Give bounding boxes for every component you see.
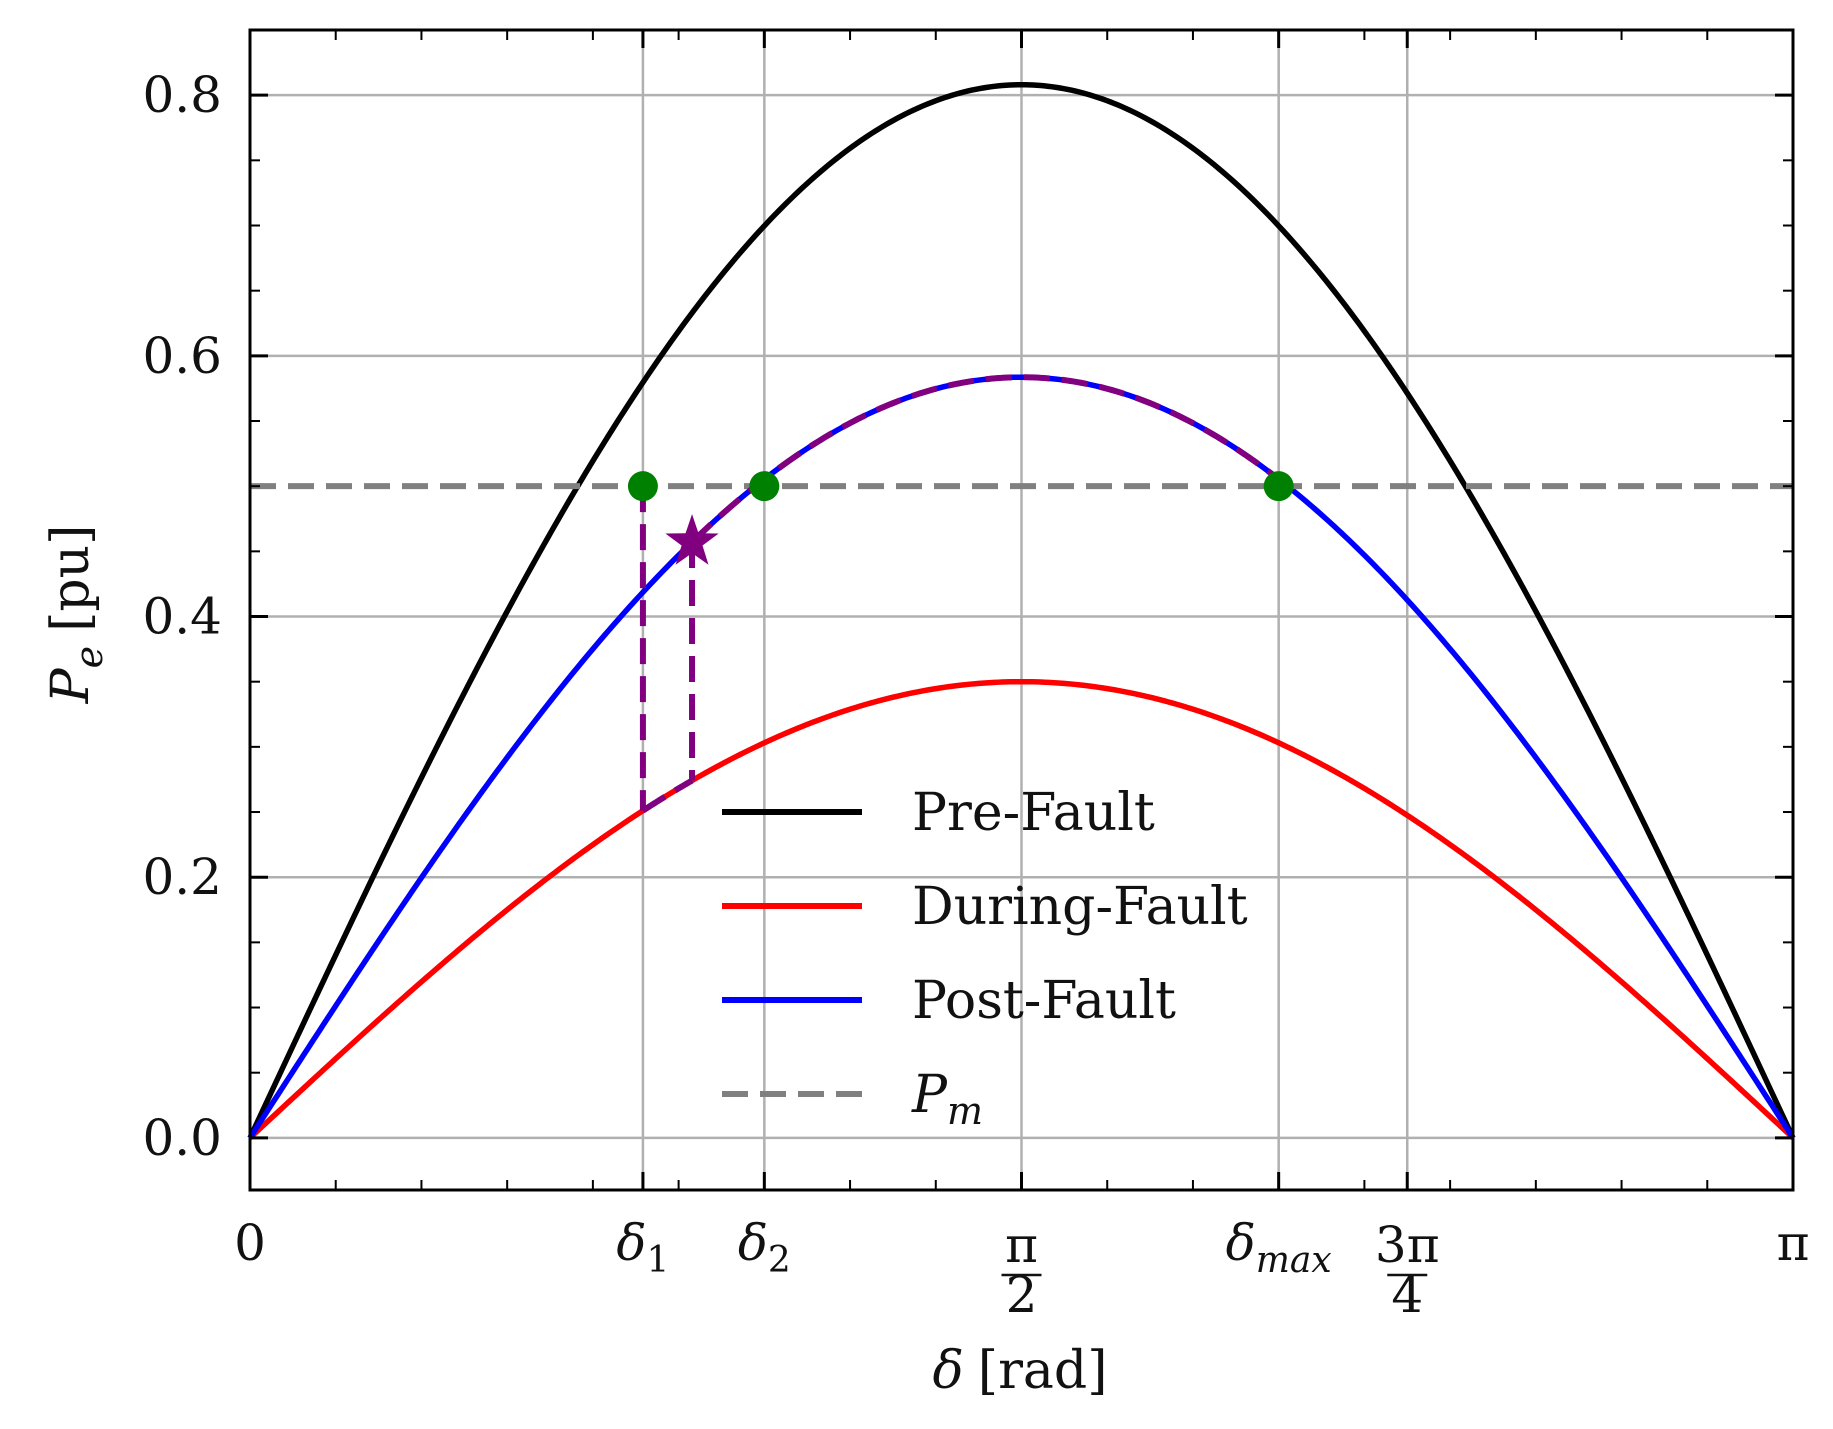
- x-tick-label-6: π: [1777, 1214, 1810, 1272]
- y-tick-label-1: 0.2: [142, 848, 222, 906]
- swing-post-fault-path: [689, 374, 1281, 545]
- x-tick-label-2: δ2: [738, 1214, 791, 1281]
- legend-label-post-fault: Post-Fault: [912, 971, 1176, 1031]
- y-axis-label: Pe [pu]: [41, 525, 111, 705]
- axes-layer: [248, 28, 1795, 1192]
- y-axis-label-unit: [pu]: [41, 525, 101, 632]
- y-tick-label-4: 0.8: [142, 66, 222, 124]
- x-tick-label-symbol: δ: [616, 1214, 646, 1272]
- y-tick-label-0: 0.0: [142, 1109, 222, 1167]
- series-layer: [247, 81, 1796, 1140]
- x-tick-label-fraction-3: π2: [1001, 1216, 1042, 1324]
- series-line-pre-fault: [247, 81, 1796, 1140]
- x-tick-label-symbol: δ: [1226, 1214, 1256, 1272]
- swing-during-fault-path: [641, 777, 694, 814]
- x-tick-label-0: 0: [234, 1214, 266, 1272]
- x-tick-label-denominator: 2: [1006, 1266, 1038, 1324]
- x-tick-label-subscript: max: [1256, 1240, 1332, 1281]
- x-axis-label: δ [rad]: [932, 1341, 1107, 1401]
- legend-label-symbol: P: [911, 1065, 948, 1125]
- x-tick-label-subscript: 1: [647, 1240, 670, 1281]
- marker-layer: [627, 471, 1294, 565]
- y-tick-label-3: 0.6: [142, 327, 222, 385]
- x-tick-label-numerator: π: [1005, 1216, 1038, 1274]
- x-tick-label-1: δ1: [616, 1214, 669, 1281]
- legend-label-during-fault: During-Fault: [912, 877, 1248, 937]
- legend-label-pre-fault: Pre-Fault: [912, 783, 1155, 843]
- x-tick-label-denominator: 4: [1391, 1266, 1423, 1324]
- equilibrium-point-2: [1263, 471, 1294, 502]
- x-tick-label-subscript: 2: [768, 1240, 791, 1281]
- x-axis-label-symbol: δ: [932, 1341, 963, 1401]
- x-tick-label-4: δmax: [1226, 1214, 1332, 1281]
- legend-label-subscript: m: [947, 1089, 983, 1133]
- y-tick-label-2: 0.4: [142, 588, 222, 646]
- y-axis-label-subscript: e: [67, 646, 111, 669]
- equilibrium-point-1: [749, 471, 780, 502]
- clearing-angle-star-marker: [665, 514, 719, 565]
- x-tick-label-symbol: δ: [738, 1214, 768, 1272]
- legend: Pre-Fault During-Fault Post-Fault Pm: [722, 783, 1248, 1133]
- equilibrium-point-0: [627, 471, 658, 502]
- series-line-post-fault: [247, 374, 1796, 1140]
- legend-label-p: Pm: [911, 1065, 983, 1133]
- x-axis-label-unit: [rad]: [978, 1341, 1108, 1401]
- x-tick-label-numerator: 3π: [1375, 1216, 1440, 1274]
- y-axis-label-symbol: P: [41, 667, 101, 704]
- x-tick-label-fraction-5: 3π4: [1375, 1216, 1440, 1324]
- series-line-during-fault: [248, 678, 1795, 1140]
